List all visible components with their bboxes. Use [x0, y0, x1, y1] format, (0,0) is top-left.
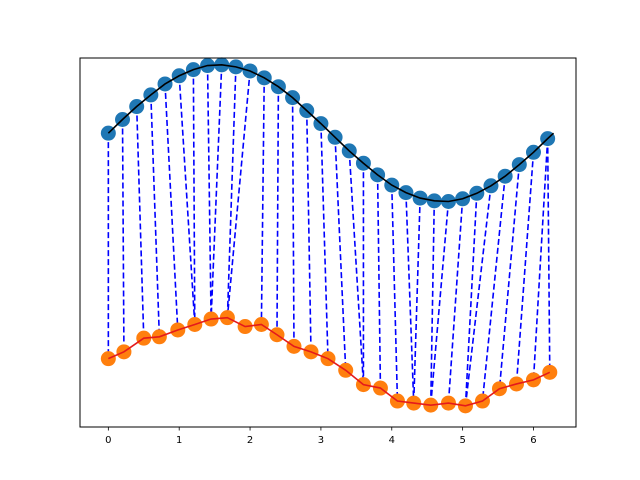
x-tick-label-5: 5 — [459, 435, 465, 446]
connection-line-5 — [178, 75, 196, 325]
connection-line-2 — [135, 106, 145, 339]
connection-line-10 — [226, 70, 251, 318]
x-tick-label-0: 0 — [105, 435, 111, 446]
connection-line-14 — [305, 110, 312, 352]
connection-line-4 — [164, 83, 179, 331]
x-tick-label-4: 4 — [389, 435, 395, 446]
connection-line-13 — [291, 97, 295, 347]
x-tick-label-6: 6 — [530, 435, 536, 446]
connection-line-11 — [260, 77, 266, 325]
connection-line-20 — [390, 185, 399, 402]
connection-line-21 — [405, 192, 415, 404]
connection-line-15 — [320, 123, 329, 359]
connection-line-29 — [498, 164, 521, 389]
points-layer — [100, 57, 558, 414]
connection-line-27 — [464, 185, 492, 406]
connection-line-9 — [226, 66, 237, 318]
connection-line-8 — [210, 64, 223, 320]
connection-line-6 — [192, 69, 196, 325]
reference-curve — [107, 64, 555, 203]
connection-line-1 — [121, 119, 125, 352]
connection-line-3 — [150, 94, 161, 337]
connection-line-32 — [546, 138, 551, 373]
connection-line-28 — [481, 176, 506, 402]
x-tick-label-3: 3 — [318, 435, 324, 446]
connection-line-24 — [429, 201, 450, 406]
connection-line-30 — [515, 152, 535, 385]
connection-line-25 — [447, 198, 464, 404]
connection-line-12 — [276, 86, 280, 335]
connection-line-23 — [429, 200, 436, 406]
connection-line-7 — [206, 65, 212, 320]
x-axis: 0 1 2 3 4 5 6 — [105, 427, 537, 446]
x-tick-label-2: 2 — [247, 435, 253, 446]
plot-area-frame — [79, 57, 577, 428]
connection-lines — [107, 64, 551, 406]
connection-line-17 — [348, 150, 365, 385]
connection-line-16 — [334, 137, 347, 371]
x-tick-label-1: 1 — [176, 435, 182, 446]
matched-line — [108, 316, 551, 407]
connection-line-22 — [412, 198, 421, 404]
connection-line-31 — [532, 138, 549, 380]
